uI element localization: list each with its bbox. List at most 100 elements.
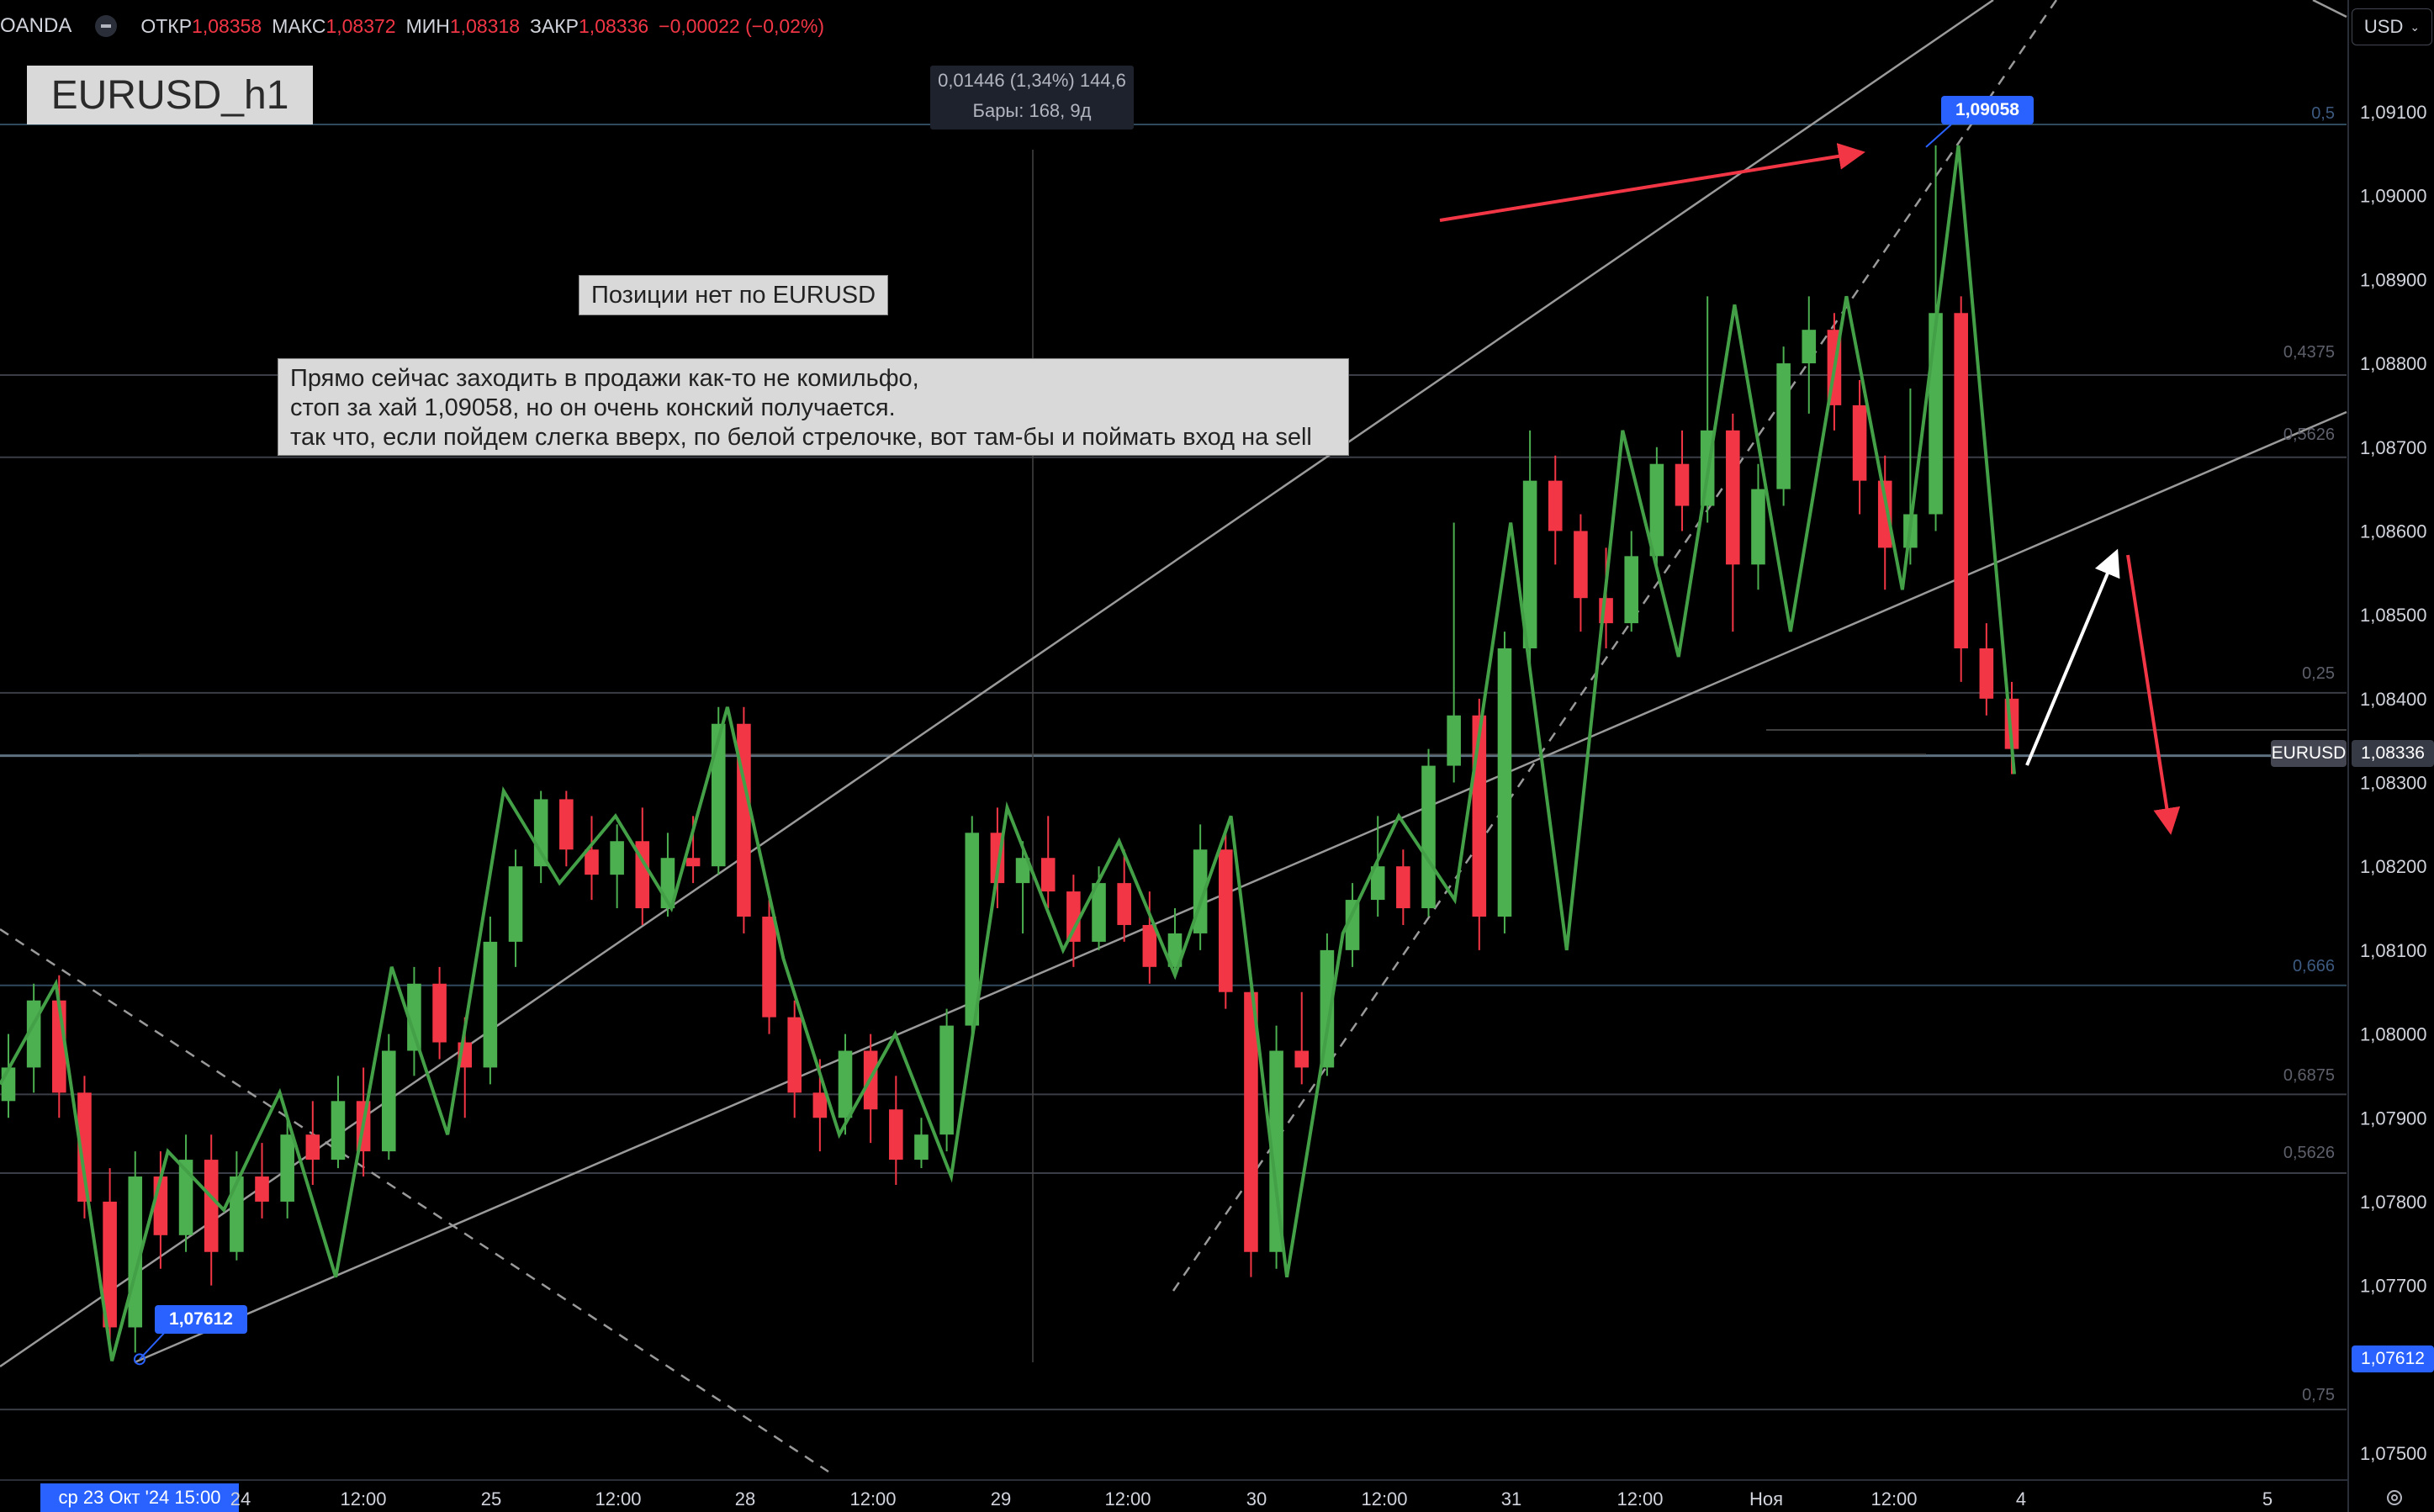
candle-body	[204, 1160, 219, 1252]
candle-body	[1852, 404, 1867, 481]
price-tick-label: 1,07500	[2360, 1443, 2427, 1464]
open-value: 1,08358	[192, 14, 262, 37]
candle-body	[1244, 991, 1258, 1252]
candle-body	[889, 1109, 903, 1160]
candle-body	[1370, 866, 1385, 901]
fib-label: 0,75	[2302, 1386, 2335, 1404]
fib-label: 0,666	[2292, 957, 2335, 975]
price-tick-label: 1,08000	[2360, 1024, 2427, 1045]
annotation-arrows	[1439, 143, 2181, 835]
candle-body	[1066, 891, 1081, 942]
candle-body	[711, 723, 726, 867]
price-axis: 1,09100 1,09000 1,08900 1,08800 1,08700 1,086…	[2360, 102, 2427, 1464]
candle-body	[1877, 480, 1892, 548]
candle-body	[1548, 480, 1563, 531]
price-tick-label: 1,08600	[2360, 521, 2427, 542]
candle-body	[305, 1134, 320, 1160]
price-tick-label: 1,08500	[2360, 605, 2427, 626]
analysis-note[interactable]: Прямо сейчас заходить в продажи как-то н…	[278, 358, 1349, 456]
swing-low-connector	[139, 1328, 169, 1361]
zigzag-indicator	[0, 124, 2016, 1366]
time-tick-label: 12:00	[1616, 1488, 1664, 1509]
broker-name: OANDA	[0, 14, 72, 37]
change-value: −0,00022 (−0,02%)	[659, 14, 825, 37]
fib-levels	[0, 0, 2349, 1512]
close-value: 1,08336	[579, 14, 649, 37]
time-tick-label: 24	[230, 1488, 251, 1509]
time-tick-label: 12:00	[595, 1488, 642, 1509]
candle-body	[1776, 363, 1791, 489]
time-tick-label: 29	[990, 1488, 1012, 1509]
candle-body	[812, 1092, 828, 1118]
low-label: МИН	[405, 14, 450, 37]
candle-body	[1447, 715, 1461, 766]
fib-label: 0,5626	[2283, 426, 2335, 444]
candle-body	[230, 1176, 244, 1252]
candle-body	[1167, 933, 1183, 967]
red-arrow-up	[1439, 143, 1865, 222]
price-tick-label: 1,08300	[2360, 773, 2427, 794]
candle-body	[1522, 480, 1537, 648]
currency-label: USD	[2363, 16, 2404, 37]
candle-body	[1574, 531, 1588, 599]
candle-body	[787, 1017, 802, 1093]
time-tick-label: 30	[1246, 1488, 1267, 1509]
high-label: МАКС	[272, 14, 326, 37]
candle-body	[533, 799, 548, 867]
note-line: так что, если пойдем слегка вверх, по бе…	[290, 424, 1312, 451]
candle-body	[1421, 765, 1436, 909]
currency-button[interactable]: USD ⌄	[2352, 8, 2432, 45]
time-tick-label: 12:00	[1104, 1488, 1151, 1509]
candle-body	[685, 858, 701, 867]
close-label: ЗАКР	[530, 14, 579, 37]
fib-label: 0,6875	[2283, 1066, 2335, 1085]
fib-label: 0,4375	[2283, 343, 2335, 362]
candle-body	[483, 941, 498, 1068]
candle-body	[1396, 866, 1410, 909]
candle-body	[1929, 313, 1943, 515]
last-price-tag: 1,08336	[2352, 740, 2434, 767]
candle-body	[939, 1025, 954, 1135]
swing-low-tag: 1,07612	[155, 1305, 247, 1334]
candle-body	[381, 1050, 396, 1152]
measure-change: 0,01446 (1,34%) 144,6	[938, 70, 1126, 91]
collapse-legend-button[interactable]	[95, 15, 118, 37]
open-label: ОТКР	[140, 14, 193, 37]
fib-label: 0,5626	[2283, 1144, 2335, 1162]
candle-body	[1269, 1050, 1283, 1252]
gear-icon[interactable]	[2384, 1487, 2405, 1509]
candle-body	[1117, 883, 1131, 925]
red-arrow-down	[2126, 554, 2181, 835]
swing-high-connector	[1925, 124, 1952, 148]
candle-body	[1294, 1050, 1310, 1068]
candle-body	[432, 983, 447, 1043]
time-tick-label: 12:00	[1361, 1488, 1408, 1509]
candle-body	[559, 799, 574, 850]
time-tick-label: 12:00	[1870, 1488, 1918, 1509]
note-line: стоп за хай 1,09058, но он очень конский…	[290, 394, 896, 421]
chevron-down-icon: ⌄	[2410, 19, 2421, 34]
trend-lines	[0, 0, 2347, 1473]
candle-body	[1218, 849, 1233, 992]
candle-body	[1675, 463, 1690, 506]
candle-body	[77, 1092, 92, 1202]
candle-body	[1649, 463, 1664, 557]
price-tick-label: 1,07700	[2360, 1276, 2427, 1297]
price-tick-label: 1,08400	[2360, 689, 2427, 710]
candle-body	[1497, 648, 1512, 917]
position-note[interactable]: Позиции нет по EURUSD	[579, 275, 889, 315]
high-value: 1,08372	[325, 14, 396, 37]
time-tick-label: 28	[734, 1488, 756, 1509]
candle-body	[1142, 924, 1157, 967]
candle-body	[407, 983, 421, 1051]
candle-body	[153, 1176, 168, 1235]
candle-body	[1802, 330, 1817, 364]
price-tick-label: 1,08800	[2360, 353, 2427, 374]
candle-body	[1345, 900, 1360, 950]
ohlc-legend: OANDA ОТКР 1,08358 МАКС 1,08372 МИН 1,08…	[0, 5, 834, 47]
swing-high-tag: 1,09058	[1941, 96, 2034, 124]
time-tick-label: Ноя	[1749, 1488, 1784, 1509]
measure-bars: Бары: 168, 9д	[972, 100, 1092, 121]
symbol-tag: EURUSD	[2271, 740, 2347, 767]
